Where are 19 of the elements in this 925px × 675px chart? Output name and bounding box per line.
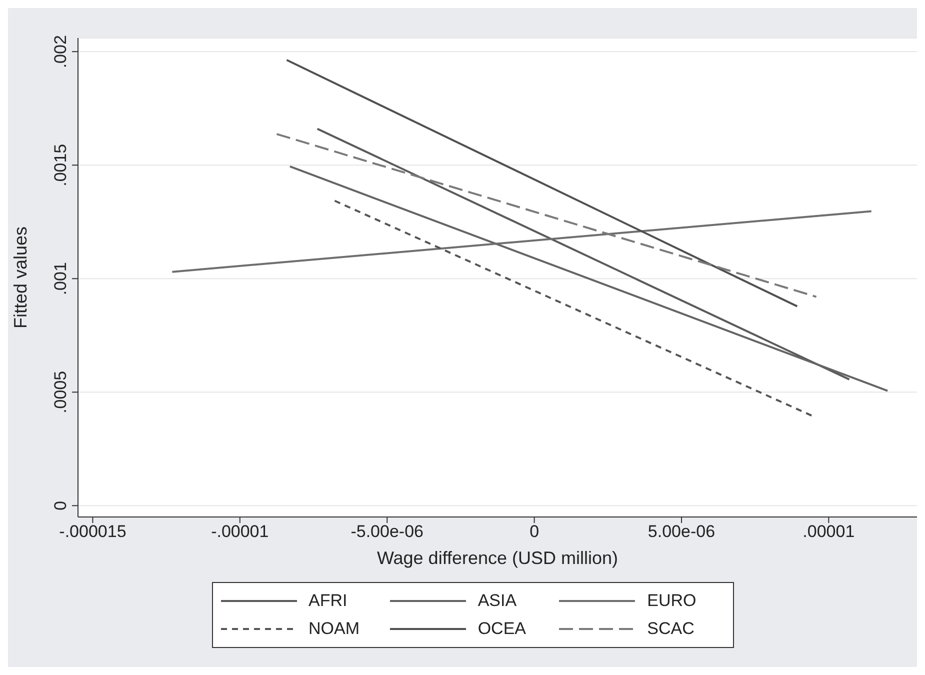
legend-label: AFRI xyxy=(308,591,348,611)
y-tick-label: .0005 xyxy=(51,370,70,414)
x-tick-label: .00001 xyxy=(802,522,855,542)
y-tick-label: .0015 xyxy=(51,144,70,186)
y-tick-label: .002 xyxy=(51,35,70,68)
y-axis-title: Fitted values xyxy=(10,226,30,329)
x-tick-label: 5.00e-06 xyxy=(648,522,716,542)
legend-label: NOAM xyxy=(308,619,360,639)
y-tick-label: .001 xyxy=(51,262,70,296)
legend-label: EURO xyxy=(647,591,696,611)
x-axis-title: Wage difference (USD million) xyxy=(376,548,618,568)
x-tick-label: 0 xyxy=(530,522,540,542)
legend-label: SCAC xyxy=(647,619,694,639)
legend-label: OCEA xyxy=(478,619,526,639)
x-tick-label: -5.00e-06 xyxy=(350,522,424,542)
legend-label: ASIA xyxy=(478,591,517,611)
x-tick-label: -.00001 xyxy=(211,522,269,542)
y-tick-label: 0 xyxy=(51,500,70,510)
x-tick-label: -.000015 xyxy=(59,522,126,542)
